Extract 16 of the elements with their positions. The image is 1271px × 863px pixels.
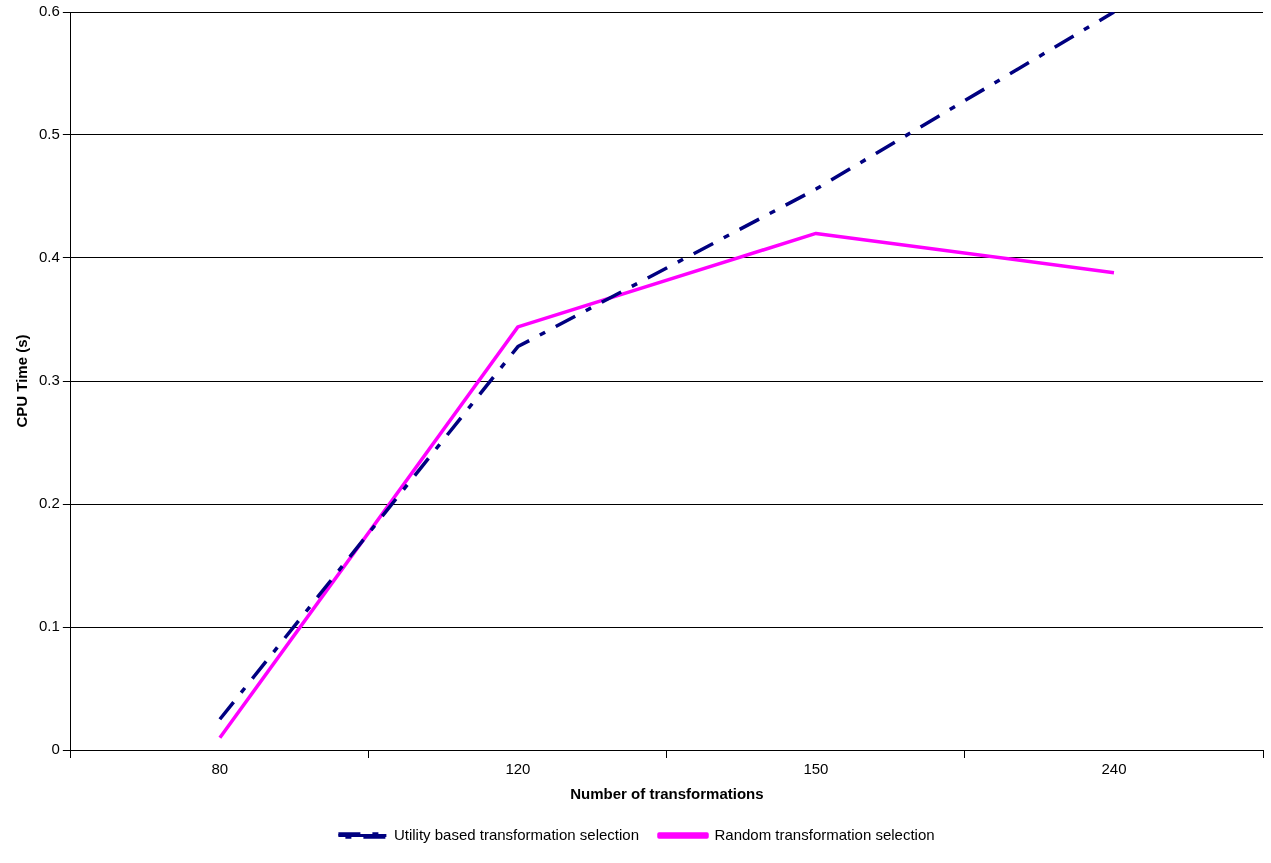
line-series bbox=[218, 12, 1116, 721]
y-tick-label: 0.2 bbox=[38, 494, 60, 512]
y-axis-title: CPU Time (s) bbox=[13, 334, 31, 428]
y-tick-label: 0.6 bbox=[38, 2, 60, 20]
x-axis-title: Number of transformations bbox=[570, 785, 764, 803]
x-tick-label: 80 bbox=[211, 760, 229, 778]
y-tick-label: 0.1 bbox=[38, 617, 60, 635]
y-tick-label: 0.5 bbox=[38, 125, 60, 143]
y-tick-label: 0.3 bbox=[38, 371, 60, 389]
x-tick-label: 150 bbox=[803, 760, 829, 778]
x-tick-label: 240 bbox=[1101, 760, 1127, 778]
x-tick-label: 120 bbox=[505, 760, 531, 778]
y-tick-label: 0 bbox=[51, 740, 60, 758]
y-tick-label: 0.4 bbox=[38, 248, 60, 266]
legend-label: Random transformation selection bbox=[714, 825, 935, 843]
legend-label: Utility based transformation selection bbox=[393, 825, 640, 843]
